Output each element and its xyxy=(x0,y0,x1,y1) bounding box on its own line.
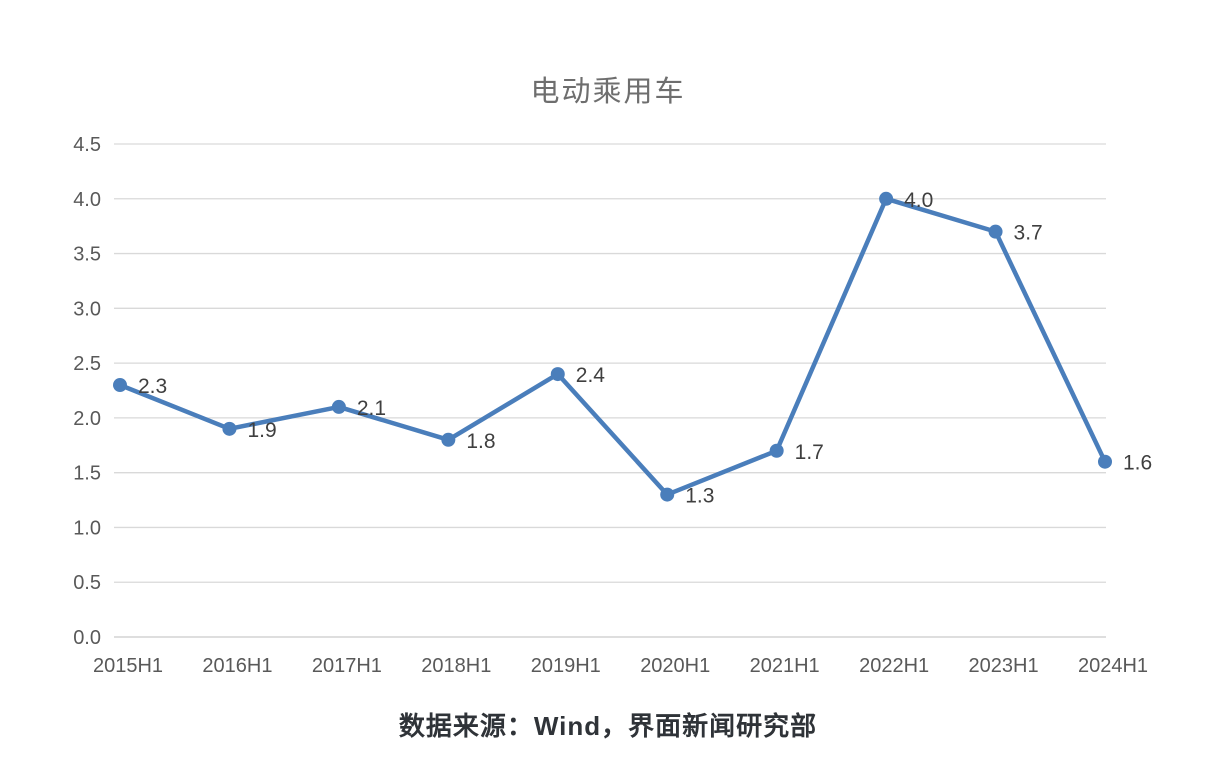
data-label: 1.6 xyxy=(1123,452,1152,475)
data-label: 1.3 xyxy=(685,485,714,508)
x-tick-label: 2022H1 xyxy=(859,655,929,677)
data-label: 1.7 xyxy=(795,441,824,464)
data-point-marker xyxy=(1098,454,1112,469)
y-tick-label: 4.5 xyxy=(73,134,101,156)
x-tick-label: 2024H1 xyxy=(1078,655,1148,677)
data-point-marker xyxy=(550,367,565,382)
x-tick-label: 2023H1 xyxy=(969,655,1039,677)
x-tick-label: 2021H1 xyxy=(750,655,820,677)
y-tick-label: 2.0 xyxy=(73,408,101,430)
data-label: 2.3 xyxy=(138,375,167,398)
data-label: 1.8 xyxy=(466,430,495,453)
series-line xyxy=(117,196,1108,497)
x-tick-label: 2016H1 xyxy=(202,655,272,677)
data-point-marker xyxy=(113,378,127,393)
chart-title: 电动乘用车 xyxy=(530,76,686,108)
y-tick-label: 1.0 xyxy=(73,517,101,539)
data-point-marker xyxy=(879,191,894,206)
x-tick-label: 2020H1 xyxy=(640,655,710,677)
data-point-marker xyxy=(441,432,456,447)
data-point-marker xyxy=(222,421,237,436)
data-point-marker xyxy=(769,443,784,458)
y-tick-label: 0.0 xyxy=(73,627,101,649)
y-tick-label: 4.0 xyxy=(73,189,101,211)
data-point-marker xyxy=(331,399,346,414)
y-tick-label: 0.5 xyxy=(73,572,101,594)
data-label: 4.0 xyxy=(904,189,933,212)
data-point-marker xyxy=(988,224,1003,239)
source-caption: 数据来源：Wind，界面新闻研究部 xyxy=(398,711,818,741)
y-tick-label: 3.0 xyxy=(73,298,101,320)
data-label: 3.7 xyxy=(1014,222,1043,245)
data-point-marker xyxy=(660,487,675,502)
y-tick-label: 3.5 xyxy=(73,244,101,266)
x-tick-label: 2015H1 xyxy=(93,655,163,677)
y-tick-label: 1.5 xyxy=(73,463,101,485)
x-tick-label: 2018H1 xyxy=(421,655,491,677)
data-label: 1.9 xyxy=(247,419,276,442)
data-label: 2.4 xyxy=(576,364,606,387)
x-tick-label: 2017H1 xyxy=(312,655,382,677)
x-tick-label: 2019H1 xyxy=(531,655,601,677)
data-label: 2.1 xyxy=(357,397,386,420)
y-tick-label: 2.5 xyxy=(73,353,101,375)
